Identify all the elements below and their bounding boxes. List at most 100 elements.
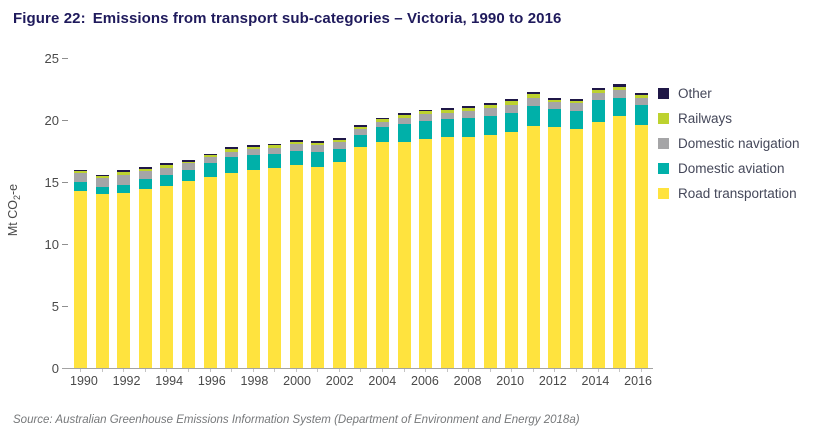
segment-railways-2005 <box>397 115 411 119</box>
x-tick-label-1992: 1992 <box>112 374 141 388</box>
bar-column-2016 <box>630 92 652 368</box>
bar-1992 <box>117 170 131 368</box>
bar-1993 <box>138 167 152 368</box>
segment-railways-2012 <box>548 99 562 103</box>
segment-other-1996 <box>203 153 217 156</box>
bar-column-2009 <box>480 103 502 368</box>
segment-domestic-navigation-2012 <box>548 102 562 110</box>
x-tick-label-2016: 2016 <box>624 374 652 388</box>
segment-road-transportation-1990 <box>74 190 88 368</box>
segment-domestic-navigation-2011 <box>526 97 540 107</box>
y-tick-label: 15 <box>44 174 59 190</box>
segment-domestic-navigation-2007 <box>440 112 454 119</box>
bar-column-2011 <box>523 91 545 368</box>
bar-1990 <box>74 169 88 368</box>
bar-1998 <box>246 144 260 368</box>
legend-label: Other <box>678 86 712 101</box>
x-tick-mark <box>209 369 211 372</box>
segment-other-2007 <box>440 107 454 110</box>
bar-2008 <box>462 106 476 368</box>
segment-railways-2015 <box>613 86 627 90</box>
segment-domestic-navigation-2010 <box>505 104 519 114</box>
bar-2013 <box>570 98 584 368</box>
segment-other-1997 <box>225 147 239 150</box>
segment-railways-2002 <box>332 139 346 143</box>
segment-domestic-aviation-2015 <box>613 97 627 117</box>
y-axis-title-sub: 2 <box>12 195 22 201</box>
segment-domestic-navigation-1999 <box>268 147 282 154</box>
x-tick-mark <box>80 369 82 372</box>
bar-column-1997 <box>221 147 243 368</box>
x-tick-mark <box>274 369 276 372</box>
x-tick-mark <box>317 369 319 372</box>
x-tick-mark <box>554 369 556 372</box>
segment-railways-2010 <box>505 100 519 105</box>
legend-item-railways: Railways <box>658 111 800 126</box>
figure-number: Figure 22: <box>13 10 86 27</box>
segment-railways-2001 <box>311 142 325 146</box>
legend-label: Domestic navigation <box>678 136 800 151</box>
segment-domestic-aviation-1996 <box>203 163 217 178</box>
segment-road-transportation-1996 <box>203 177 217 368</box>
x-tick-mark <box>123 369 125 372</box>
segment-other-1992 <box>117 170 131 173</box>
bar-1997 <box>225 147 239 368</box>
legend-label: Domestic aviation <box>678 161 785 176</box>
segment-other-2004 <box>376 117 390 120</box>
segment-domestic-navigation-2015 <box>613 89 627 98</box>
legend-label: Railways <box>678 111 733 126</box>
bar-1999 <box>268 143 282 368</box>
x-tick-mark <box>468 369 470 372</box>
segment-road-transportation-1999 <box>268 168 282 368</box>
segment-domestic-navigation-1991 <box>95 178 109 187</box>
segment-other-2005 <box>397 113 411 116</box>
segment-road-transportation-2016 <box>634 124 648 368</box>
y-axis-title-prefix: Mt CO <box>6 200 20 237</box>
segment-railways-2009 <box>483 105 497 109</box>
x-axis-labels: 1990 1992 1994 1996 1998 2000 2002 2004 2006 2008… <box>70 374 652 388</box>
segment-domestic-aviation-2004 <box>376 127 390 142</box>
segment-road-transportation-1994 <box>160 185 174 368</box>
x-tick-mark <box>597 369 599 372</box>
bar-2001 <box>311 141 325 368</box>
bar-column-2013 <box>566 98 588 368</box>
segment-other-1998 <box>246 144 260 147</box>
x-tick-mark <box>231 369 233 372</box>
segment-railways-2000 <box>289 141 303 145</box>
source-note: Source: Australian Greenhouse Emissions … <box>13 414 580 426</box>
bar-column-2000 <box>286 139 308 368</box>
bar-column-2003 <box>350 125 372 368</box>
bar-1991 <box>95 174 109 368</box>
bar-2011 <box>526 91 540 368</box>
y-tick-mark <box>62 181 68 183</box>
segment-other-1994 <box>160 163 174 166</box>
segment-domestic-navigation-2008 <box>462 111 476 118</box>
segment-domestic-navigation-1990 <box>74 173 88 183</box>
bar-column-1991 <box>92 174 114 368</box>
segment-road-transportation-2010 <box>505 132 519 368</box>
x-tick-label-1996: 1996 <box>197 374 226 388</box>
x-tick-label-2004: 2004 <box>368 374 397 388</box>
segment-other-1991 <box>95 174 109 177</box>
x-tick-mark <box>252 369 254 372</box>
segment-road-transportation-2000 <box>289 164 303 368</box>
plot-area <box>70 58 652 368</box>
x-tick-label-2008: 2008 <box>453 374 482 388</box>
segment-domestic-navigation-2006 <box>419 114 433 122</box>
y-tick-15: 15 <box>0 174 68 190</box>
segment-domestic-aviation-1991 <box>95 186 109 195</box>
segment-domestic-aviation-2006 <box>419 121 433 140</box>
segment-other-2016 <box>634 92 648 96</box>
segment-road-transportation-2012 <box>548 127 562 368</box>
segment-road-transportation-2015 <box>613 116 627 368</box>
segment-road-transportation-2009 <box>483 134 497 368</box>
segment-railways-1994 <box>160 165 174 168</box>
bar-1996 <box>203 153 217 368</box>
y-tick-label: 0 <box>51 360 59 376</box>
legend-swatch <box>658 138 669 149</box>
segment-railways-1993 <box>138 169 152 172</box>
bar-2014 <box>591 87 605 368</box>
segment-domestic-navigation-1992 <box>117 174 131 185</box>
bar-column-1993 <box>135 167 157 368</box>
segment-domestic-navigation-1994 <box>160 167 174 175</box>
